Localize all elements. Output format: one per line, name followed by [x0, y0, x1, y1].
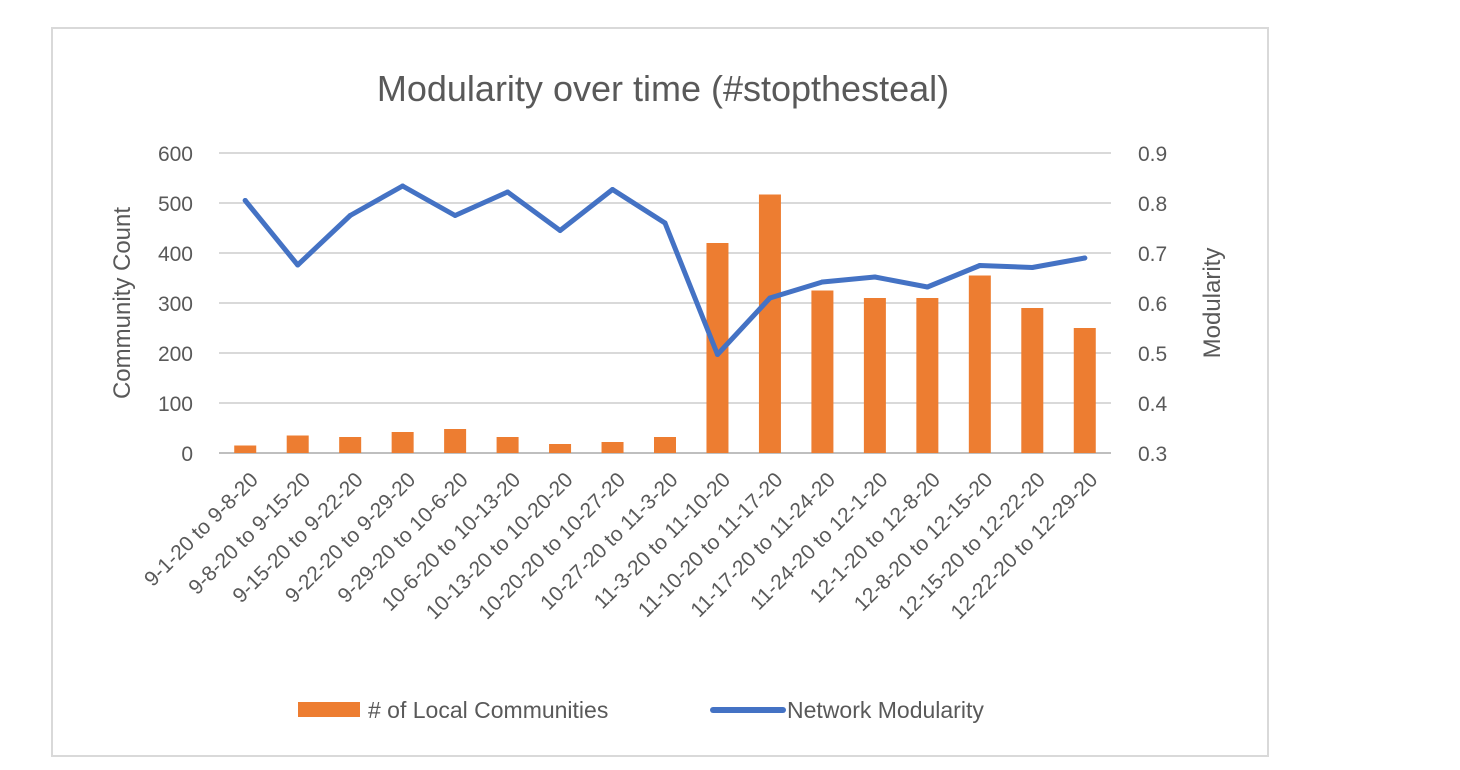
right-tick-label: 0.5	[1138, 343, 1167, 366]
line-point	[557, 228, 563, 233]
line-point	[924, 284, 930, 290]
right-tick-label: 0.8	[1138, 193, 1167, 216]
left-tick-label: 200	[158, 343, 193, 366]
line-point	[1029, 265, 1035, 270]
bar	[1021, 308, 1044, 453]
left-axis-title: Community Count	[109, 207, 136, 399]
x-axis-ticks: 9-1-20 to 9-8-209-8-20 to 9-15-209-15-20…	[140, 468, 1102, 624]
left-tick-label: 0	[181, 443, 193, 466]
bar	[286, 435, 309, 453]
bar	[391, 432, 414, 453]
right-tick-label: 0.7	[1138, 243, 1167, 266]
legend-swatch-bars	[298, 702, 360, 717]
left-tick-label: 100	[158, 393, 193, 416]
line-point	[400, 183, 406, 189]
line-point	[662, 220, 668, 226]
line-series	[242, 183, 1088, 357]
line-point	[767, 295, 773, 301]
modularity-line	[242, 183, 1088, 357]
bar	[549, 444, 572, 453]
bar	[444, 429, 467, 453]
bar	[863, 298, 886, 453]
line-point	[872, 274, 878, 280]
bar	[234, 445, 257, 453]
bar	[1073, 328, 1096, 453]
line-point	[452, 213, 458, 218]
left-tick-label: 600	[158, 143, 193, 166]
bar	[654, 437, 676, 453]
bar	[601, 442, 624, 453]
bar	[496, 437, 519, 453]
left-tick-label: 500	[158, 193, 193, 216]
bar	[811, 290, 834, 453]
bar-series	[234, 194, 1096, 453]
legend: # of Local Communities Network Modularit…	[298, 697, 984, 723]
left-axis-ticks: 0 100 200 300 400 500 600	[158, 143, 193, 466]
bar	[339, 437, 362, 453]
right-axis-ticks: 0.3 0.4 0.5 0.6 0.7 0.8 0.9	[1138, 143, 1168, 466]
chart-title: Modularity over time (#stopthesteal)	[377, 68, 949, 109]
left-tick-label: 300	[158, 293, 193, 316]
right-tick-label: 0.6	[1138, 293, 1167, 316]
right-tick-label: 0.3	[1138, 443, 1167, 466]
chart-frame: Modularity over time (#stopthesteal) 0 10…	[51, 27, 1269, 757]
right-tick-label: 0.9	[1138, 143, 1167, 166]
line-point	[295, 262, 301, 268]
bar	[968, 275, 991, 453]
line-point	[819, 279, 825, 285]
left-tick-label: 400	[158, 243, 193, 266]
legend-label-bars: # of Local Communities	[368, 697, 608, 723]
right-axis-title: Modularity	[1199, 248, 1226, 359]
legend-label-line: Network Modularity	[787, 697, 984, 723]
line-point	[505, 189, 511, 195]
line-point	[1082, 255, 1088, 261]
chart: Modularity over time (#stopthesteal) 0 10…	[109, 68, 1226, 723]
line-point	[242, 198, 248, 203]
line-point	[347, 213, 353, 218]
line-point	[610, 187, 616, 192]
bar	[916, 298, 939, 453]
line-point	[714, 352, 720, 357]
bar	[758, 194, 781, 453]
right-tick-label: 0.4	[1138, 393, 1168, 416]
line-point	[977, 263, 983, 268]
